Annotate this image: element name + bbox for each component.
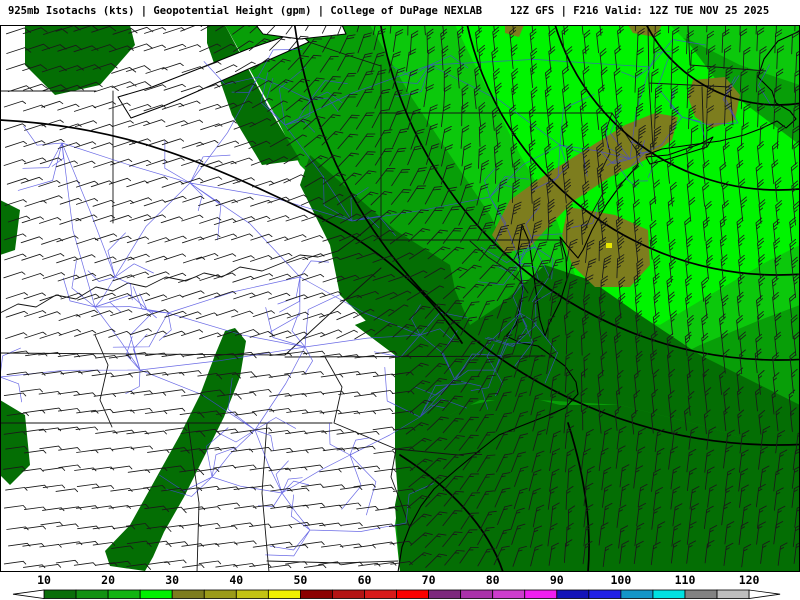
height-contour <box>548 0 800 191</box>
height-contour <box>376 0 800 361</box>
colorbar-segment <box>684 589 718 599</box>
colorbar-segment <box>588 589 622 599</box>
colorbar-tick-label: 20 <box>101 573 116 587</box>
isotach-shading-10-15 <box>355 290 470 525</box>
colorbar-tick-label: 80 <box>485 573 500 587</box>
colorbar-tick-label: 50 <box>293 573 308 587</box>
coastline-new-england <box>645 30 800 156</box>
colorbar-segment <box>332 589 365 599</box>
isotach-shading-30-35 <box>628 25 662 37</box>
colorbar-segment <box>652 589 686 599</box>
colorbar-tick-label: 120 <box>738 573 760 587</box>
colorbar-segment <box>171 589 205 599</box>
colorbar-segment <box>75 589 109 599</box>
colorbar-arrow-right <box>748 589 781 599</box>
colorbar-scale <box>12 589 781 599</box>
colorbar-segment <box>235 589 269 599</box>
colorbar-tick-label: 60 <box>357 573 372 587</box>
isotach-colorbar: 10 20 30 40 50 60 70 80 90 100 110 120 <box>0 572 800 600</box>
coastline-mid-atlantic <box>397 164 639 573</box>
colorbar-tick-label: 110 <box>674 573 696 587</box>
isotach-shading-10-15 <box>430 265 800 455</box>
colorbar-segment <box>139 589 173 599</box>
isotach-shading-10-15 <box>300 155 455 325</box>
colorbar-segment <box>524 589 558 599</box>
colorbar-tick-label: 40 <box>229 573 244 587</box>
colorbar-tick-label: 70 <box>421 573 436 587</box>
colorbar-segment <box>267 589 301 599</box>
colorbar-tick-label: 100 <box>610 573 632 587</box>
model-run-info: 12Z GFS | F216 Valid: 12Z TUE NOV 25 202… <box>510 5 770 17</box>
colorbar-segment <box>364 589 397 599</box>
map-canvas <box>0 0 800 573</box>
height-contour <box>635 0 800 106</box>
height-contour <box>567 422 590 573</box>
colorbar-segment <box>556 589 590 599</box>
colorbar-segment <box>492 589 526 599</box>
colorbar-segment <box>299 589 333 599</box>
colorbar-segment <box>107 589 141 599</box>
colorbar-segment <box>460 589 494 599</box>
height-contour <box>291 0 800 446</box>
colorbar-tick-label: 30 <box>165 573 180 587</box>
colorbar-segment <box>396 589 429 599</box>
road-network <box>0 39 773 557</box>
isotach-shading-10-15 <box>0 400 30 485</box>
colorbar-segment <box>203 589 237 599</box>
product-title: 925mb Isotachs (kts) | Geopotential Heig… <box>8 5 483 17</box>
colorbar-segment <box>43 589 77 599</box>
isotach-shading-10-15 <box>0 200 20 255</box>
title-bar: 925mb Isotachs (kts) | Geopotential Heig… <box>0 0 800 25</box>
height-contour <box>399 454 504 573</box>
isotach-shading-20-25 <box>370 25 800 375</box>
colorbar-tick-label: 90 <box>549 573 564 587</box>
colorbar-arrow-left <box>12 589 45 599</box>
isotach-shading-10-15 <box>25 25 135 95</box>
isotach-shading-40-45 <box>606 243 612 248</box>
wind-barbs <box>3 6 800 570</box>
colorbar-tick-label: 10 <box>37 573 51 587</box>
map-svg <box>0 0 800 573</box>
colorbar-segment <box>428 589 462 599</box>
colorbar-segment <box>620 589 654 599</box>
isotach-shading-10-15 <box>105 328 246 571</box>
colorbar-segment <box>716 589 750 599</box>
